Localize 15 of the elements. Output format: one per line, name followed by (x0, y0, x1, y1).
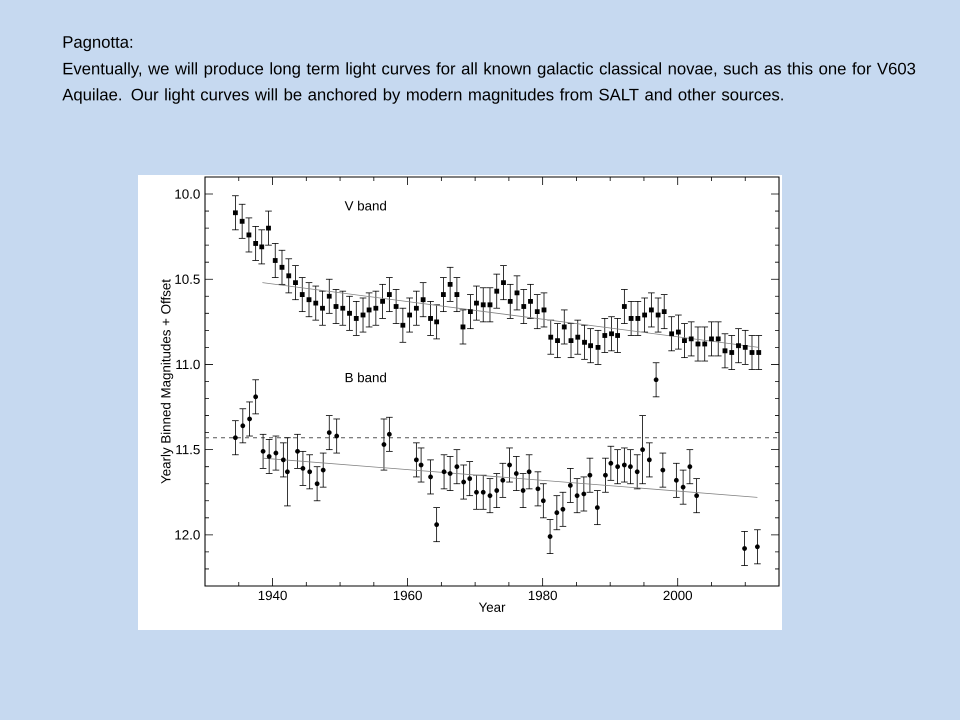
y-tick-label: 10.0 (175, 189, 200, 199)
x-tick-label: 1940 (258, 590, 287, 600)
chart-title: Pagnotta: (64, 36, 132, 52)
x-axis-title: Year (478, 602, 506, 612)
y-tick-label: 12.0 (175, 530, 200, 540)
y-tick-label: 11.0 (176, 360, 200, 370)
annotation: B band (346, 372, 386, 382)
y-tick-label: 11.5 (176, 445, 200, 454)
x-tick-label: 2000 (664, 590, 692, 600)
x-tick-label: 1980 (528, 590, 557, 600)
y-tick-label: 10.5 (175, 274, 200, 284)
annotation: V band (344, 200, 386, 211)
y-axis-title: Yearly Binned Magnitudes + Offset (160, 279, 174, 484)
x-tick-label: 1960 (394, 590, 422, 600)
chart-subtitle: Eventually, we will produce long term light curves for all known galactic classical novae, such as this one for V603 Aquilae. Our light curves will be anchored by modern magnitudes from SALT and other sources. (62, 62, 916, 104)
